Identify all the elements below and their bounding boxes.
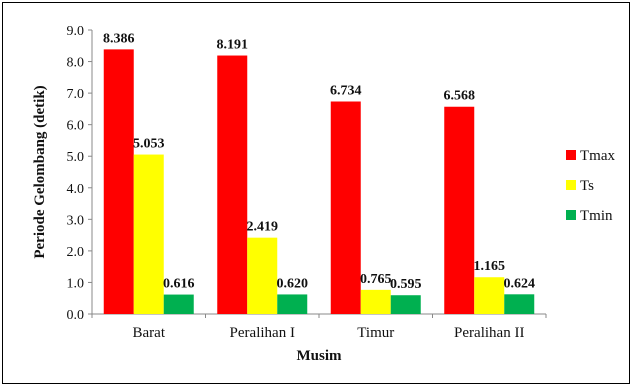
data-label: 8.386 (103, 31, 135, 46)
data-label: 2.419 (247, 220, 279, 235)
bar-tmin (277, 294, 308, 314)
y-tick-label: 4.0 (67, 182, 85, 197)
data-label: 5.053 (133, 137, 165, 152)
legend-swatch-tmin (566, 210, 576, 220)
legend-swatch-ts (566, 180, 576, 190)
x-axis-title: Musim (297, 348, 343, 364)
bar-ts (247, 237, 278, 314)
legend-label: Tmin (580, 208, 613, 224)
y-tick-label: 1.0 (67, 276, 85, 291)
bar-tmin (504, 294, 535, 314)
data-label: 0.624 (504, 276, 536, 291)
data-label: 0.765 (360, 272, 392, 287)
bar-tmin (390, 295, 421, 314)
y-tick-label: 2.0 (67, 245, 85, 260)
y-tick-label: 0.0 (67, 308, 85, 323)
bar-ts (474, 277, 505, 314)
bar-ts (360, 289, 391, 314)
y-tick-label: 8.0 (67, 56, 85, 71)
bar-tmin (163, 294, 194, 314)
bar-tmax (444, 106, 475, 315)
x-tick-label: Timur (357, 325, 394, 341)
bar-tmax (217, 55, 248, 315)
legend-swatch-tmax (566, 150, 576, 160)
data-label: 1.165 (474, 259, 506, 274)
x-tick-label: Barat (133, 325, 166, 341)
bar-tmax (103, 49, 134, 314)
bar-ts (133, 154, 164, 314)
y-tick-label: 7.0 (67, 87, 85, 102)
data-label: 6.734 (330, 84, 362, 99)
y-tick-label: 9.0 (67, 24, 85, 39)
legend-label: Ts (580, 178, 594, 194)
y-axis-title: Periode Gelombang (detik) (32, 85, 48, 258)
bar-tmax (330, 101, 361, 315)
y-tick-label: 5.0 (67, 150, 85, 165)
x-tick-label: Peralihan II (454, 325, 524, 341)
data-label: 0.616 (163, 277, 195, 292)
legend-label: Tmax (580, 148, 615, 164)
data-label: 0.595 (390, 277, 422, 292)
data-label: 8.191 (217, 38, 249, 53)
data-label: 0.620 (277, 276, 309, 291)
y-tick-label: 3.0 (67, 213, 85, 228)
x-tick-label: Peralihan I (230, 325, 295, 341)
y-tick-label: 6.0 (67, 119, 85, 134)
data-label: 6.568 (444, 89, 476, 104)
